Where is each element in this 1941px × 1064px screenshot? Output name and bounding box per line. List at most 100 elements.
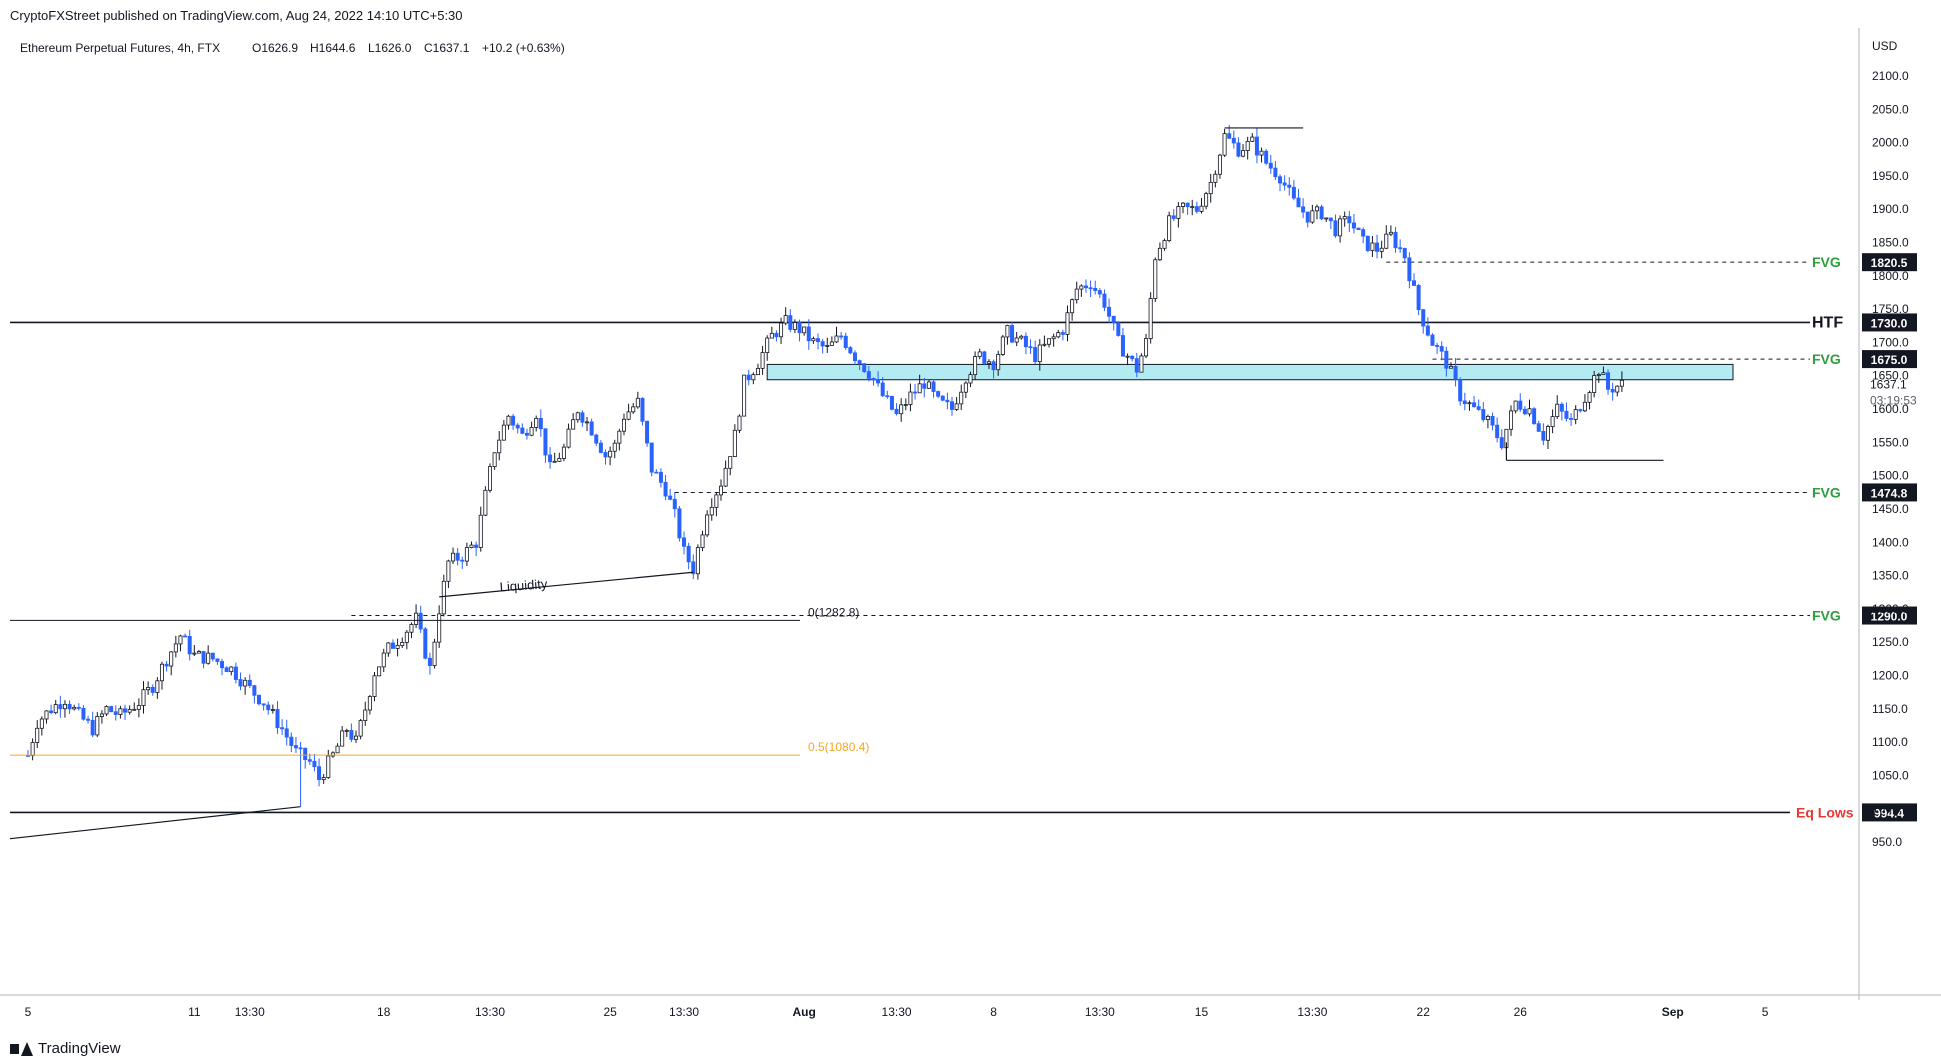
candle-body	[1093, 287, 1098, 291]
candle-body	[880, 382, 885, 397]
candle-body	[1019, 335, 1024, 339]
candle-body	[557, 458, 562, 462]
candle-body	[1555, 403, 1560, 418]
candle-body	[1139, 355, 1144, 373]
x-tick-label: Sep	[1662, 1005, 1684, 1019]
candle-body	[1023, 335, 1028, 348]
candle-body	[1241, 150, 1246, 157]
y-tick-label: 1550.0	[1872, 435, 1909, 449]
candle-body	[1074, 288, 1079, 301]
candle-body	[908, 391, 913, 405]
candle-body	[866, 371, 871, 379]
candle-body	[954, 403, 959, 410]
candle-body	[552, 460, 557, 463]
candle-body	[746, 374, 751, 381]
candle-body	[1610, 388, 1615, 393]
candle-body	[765, 337, 770, 354]
candle-body	[113, 711, 118, 715]
candle-body	[1314, 206, 1319, 212]
candle-body	[617, 430, 622, 444]
candle-body	[1157, 247, 1162, 261]
y-tick-label: 1600.0	[1872, 402, 1909, 416]
candle-body	[913, 391, 918, 394]
candle-body	[737, 415, 742, 431]
candle-body	[788, 315, 793, 330]
candle-body	[1047, 338, 1052, 345]
candle-body	[1606, 372, 1611, 390]
candle-body	[719, 485, 724, 496]
candle-body	[303, 747, 308, 761]
footer-brand[interactable]: TradingView	[10, 1040, 121, 1057]
candle-body	[400, 642, 405, 646]
candle-body	[1222, 133, 1227, 156]
candle-body	[192, 652, 197, 655]
candle-body	[806, 326, 811, 342]
candle-body	[414, 612, 419, 625]
candle-body	[862, 363, 867, 372]
candle-body	[99, 713, 104, 717]
candle-body	[1578, 409, 1583, 412]
candle-body	[432, 641, 437, 666]
candle-body	[76, 706, 81, 709]
candle-body	[1037, 344, 1042, 363]
candle-body	[501, 424, 506, 441]
candle-body	[178, 635, 183, 645]
y-tick-label: 2050.0	[1872, 102, 1909, 116]
candle-body	[261, 703, 266, 706]
candle-body	[635, 397, 640, 408]
candle-body	[1287, 184, 1292, 188]
candle-body	[418, 612, 423, 630]
candle-body	[621, 418, 626, 432]
candle-body	[548, 454, 553, 463]
candle-body	[1509, 410, 1514, 430]
y-tick-label: 1450.0	[1872, 502, 1909, 516]
candle-body	[1485, 415, 1490, 421]
candle-body	[612, 442, 617, 452]
candle-body	[1522, 408, 1527, 415]
candle-body	[330, 752, 335, 757]
candle-body	[1490, 415, 1495, 426]
y-tick-label: 1050.0	[1872, 768, 1909, 782]
candle-body	[515, 424, 520, 429]
level-price-label: 1290.0	[1871, 610, 1908, 624]
candle-body	[1412, 280, 1417, 286]
candle-body	[1065, 312, 1070, 335]
candle-body	[487, 466, 492, 491]
candle-body	[1227, 133, 1232, 139]
candle-body	[922, 383, 927, 389]
y-tick-label: 1100.0	[1872, 735, 1908, 749]
candle-body	[437, 613, 442, 643]
candle-body	[663, 481, 668, 497]
candle-body	[658, 471, 663, 483]
candle-body	[598, 442, 603, 453]
candle-body	[90, 719, 95, 736]
candle-body	[469, 544, 474, 548]
candle-body	[229, 666, 234, 673]
candle-body	[1056, 332, 1061, 338]
candle-body	[298, 747, 303, 750]
candle-body	[1217, 154, 1222, 175]
candle-body	[1167, 215, 1172, 241]
candle-body	[1370, 242, 1375, 251]
candle-body	[1130, 355, 1135, 360]
candle-body	[377, 666, 382, 677]
candle-body	[1328, 217, 1333, 222]
candle-body	[511, 415, 516, 426]
candle-body	[1453, 366, 1458, 380]
level-tag: Eq Lows	[1796, 804, 1854, 820]
candle-body	[183, 635, 188, 638]
candle-body	[321, 777, 326, 780]
candle-body	[35, 727, 40, 743]
level-tag: FVG	[1812, 608, 1841, 624]
candle-body	[705, 514, 710, 536]
level-price-label: 1675.0	[1871, 353, 1908, 367]
candle-body	[1268, 162, 1273, 169]
candle-body	[820, 341, 825, 347]
ohlc-low: L1626.0	[368, 41, 412, 55]
candle-body	[797, 322, 802, 334]
y-tick-label: 1800.0	[1872, 269, 1909, 283]
candle-body	[243, 679, 248, 687]
candle-body	[1379, 247, 1384, 252]
candle-body	[367, 696, 372, 711]
